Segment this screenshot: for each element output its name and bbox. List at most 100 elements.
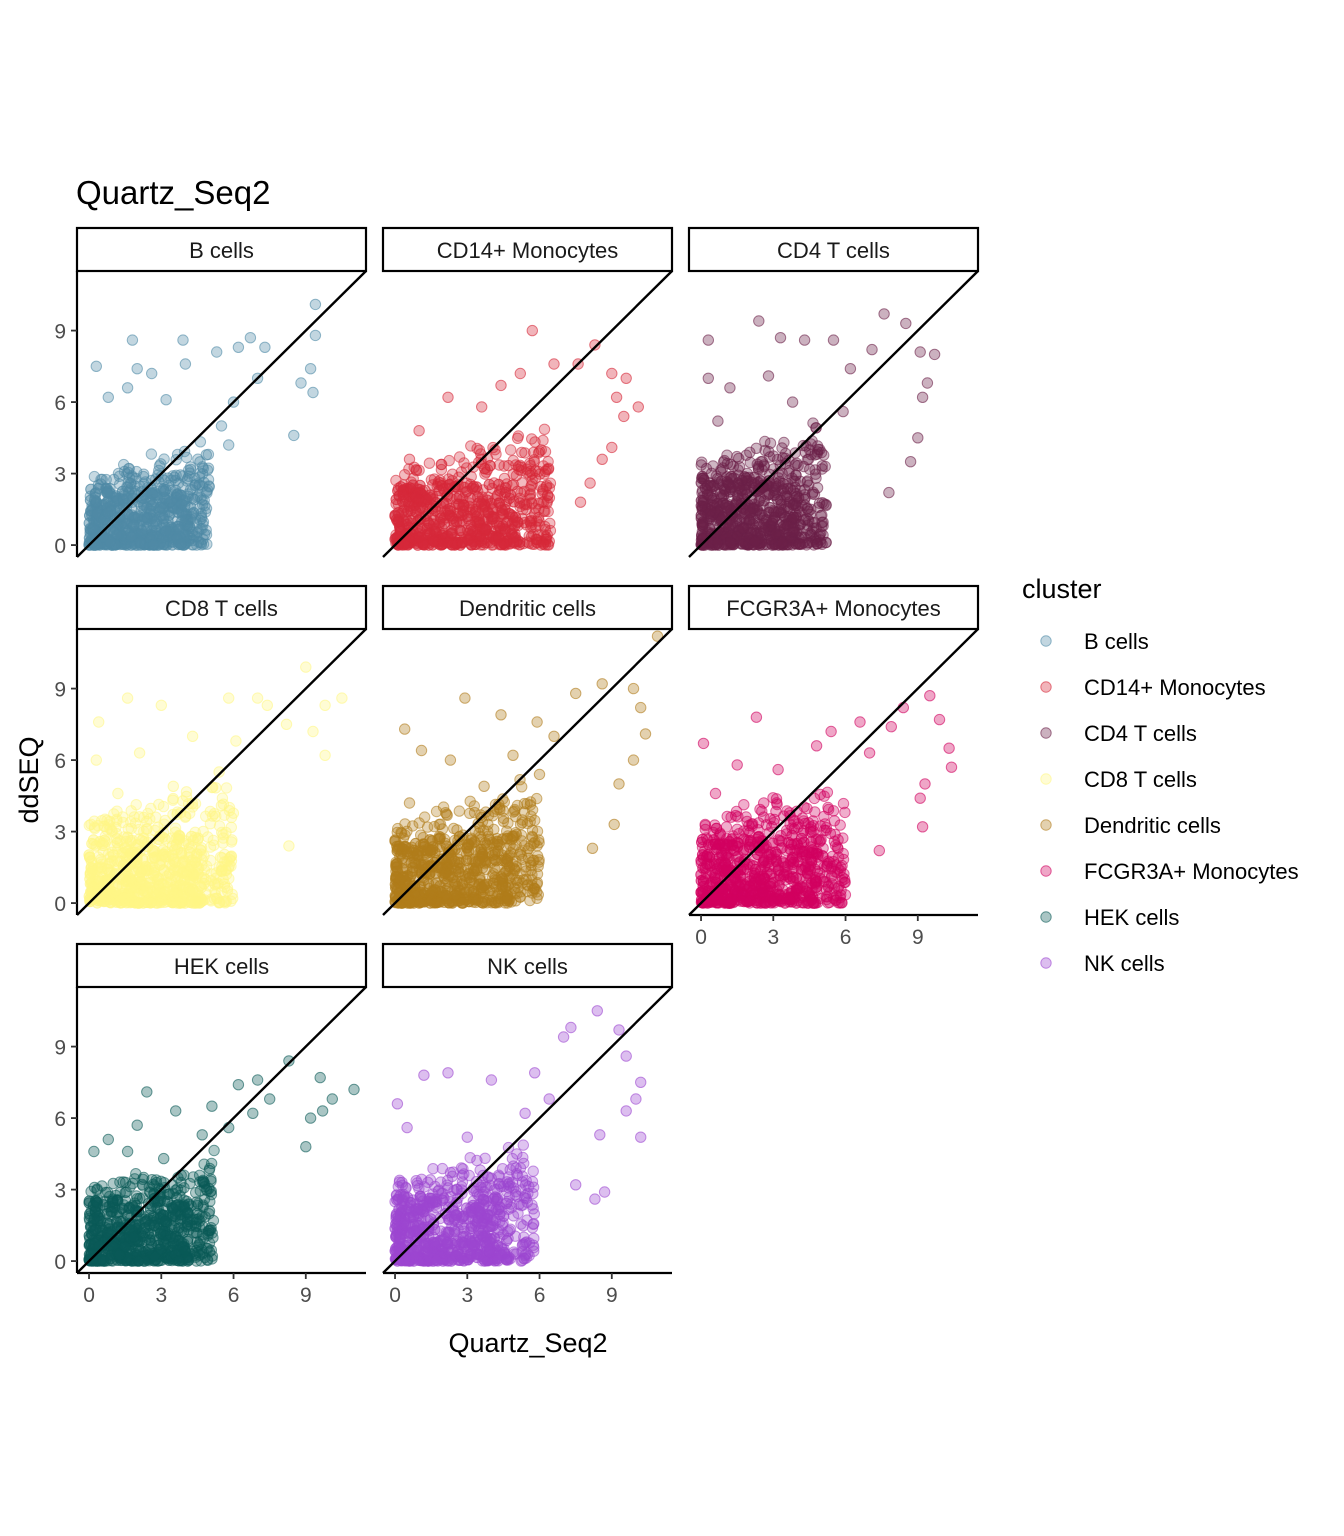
data-point: [798, 334, 811, 346]
data-point: [125, 531, 137, 543]
data-point: [102, 507, 114, 519]
data-point: [204, 805, 217, 818]
data-point: [220, 782, 233, 794]
data-point: [147, 539, 160, 551]
data-point: [147, 519, 159, 531]
identity-line: [76, 270, 367, 558]
data-point: [737, 845, 750, 857]
data-point: [825, 725, 837, 738]
data-point: [596, 453, 608, 465]
point-layer: [83, 298, 322, 551]
data-point: [538, 496, 550, 508]
data-point: [725, 537, 737, 549]
data-point: [584, 477, 596, 489]
data-point: [632, 401, 644, 413]
data-point: [758, 525, 770, 537]
data-point: [389, 834, 401, 846]
data-point: [101, 823, 113, 836]
data-point: [786, 851, 799, 864]
data-point: [126, 876, 138, 889]
data-point: [570, 687, 582, 700]
data-point: [753, 315, 765, 327]
data-point: [174, 538, 187, 550]
data-point: [497, 833, 509, 845]
data-point: [202, 1242, 214, 1255]
data-point: [790, 882, 803, 894]
data-point: [442, 504, 454, 516]
data-point: [411, 850, 424, 862]
facet-strip: [381, 942, 674, 989]
data-point: [721, 457, 734, 470]
data-point: [724, 382, 736, 394]
data-point: [300, 1141, 312, 1153]
data-point: [173, 523, 185, 535]
data-point: [412, 888, 425, 900]
data-point: [912, 432, 924, 444]
identity-line: [76, 986, 367, 1274]
data-point: [788, 526, 800, 538]
data-point: [702, 372, 714, 384]
data-point: [754, 874, 767, 886]
data-point: [518, 840, 531, 852]
data-point: [211, 346, 223, 358]
data-point: [471, 442, 483, 455]
data-point: [470, 505, 482, 518]
data-point: [820, 876, 832, 888]
data-point: [712, 415, 724, 427]
data-point: [836, 874, 848, 887]
data-point: [217, 828, 229, 841]
data-point: [85, 483, 97, 495]
data-point: [606, 441, 618, 454]
data-point: [492, 845, 504, 857]
data-point: [478, 780, 490, 792]
data-point: [144, 881, 157, 894]
data-point: [89, 1224, 101, 1236]
data-point: [403, 797, 416, 809]
data-point: [146, 853, 158, 865]
data-point: [489, 897, 502, 909]
data-point: [839, 806, 851, 819]
data-point: [458, 457, 470, 469]
data-point: [777, 477, 789, 490]
data-point: [767, 450, 780, 462]
data-point: [814, 443, 826, 456]
data-point: [538, 505, 550, 517]
data-point: [207, 1214, 220, 1227]
data-point: [405, 504, 417, 517]
data-point: [465, 440, 477, 452]
data-point: [423, 457, 436, 469]
data-point: [230, 735, 242, 747]
data-point: [304, 363, 317, 375]
data-point: [818, 810, 830, 823]
data-point: [574, 496, 587, 508]
data-point: [407, 479, 419, 491]
data-point: [921, 377, 934, 389]
data-point: [805, 877, 817, 890]
data-point: [144, 1203, 157, 1215]
data-point: [137, 1180, 149, 1192]
data-point: [497, 815, 510, 827]
y-tick-label: 0: [54, 1251, 66, 1274]
data-point: [90, 754, 103, 766]
data-point: [88, 1145, 100, 1158]
data-point: [883, 486, 895, 499]
data-point: [514, 459, 526, 471]
data-point: [928, 348, 941, 361]
data-point: [138, 511, 150, 523]
data-point: [208, 839, 220, 851]
data-point: [505, 444, 517, 456]
data-point: [945, 761, 958, 773]
data-point: [793, 538, 805, 550]
x-tick-label: 6: [228, 1284, 240, 1307]
data-point: [466, 539, 478, 551]
data-point: [508, 537, 520, 549]
data-point: [159, 814, 171, 827]
data-point: [863, 747, 876, 759]
data-point: [770, 528, 782, 540]
data-point: [491, 803, 503, 815]
facet-strip-label: Dendritic cells: [459, 596, 596, 621]
data-point: [469, 856, 482, 868]
data-point: [197, 519, 209, 531]
data-point: [264, 1093, 276, 1105]
